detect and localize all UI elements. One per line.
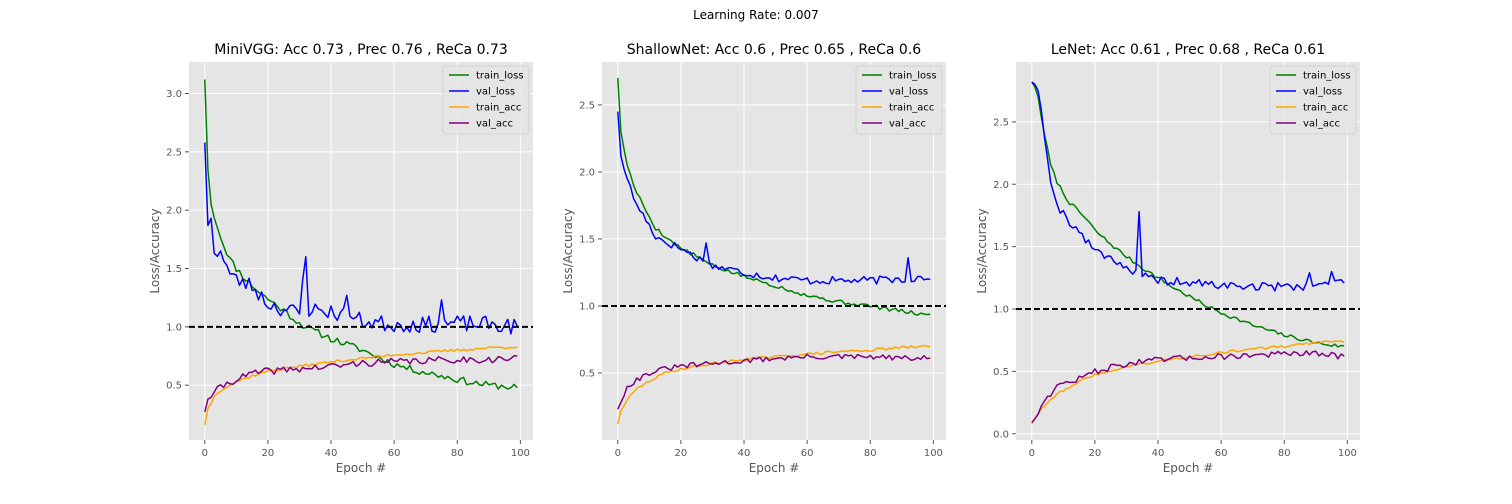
series-line-val-acc (204, 355, 518, 413)
y-tick-label: 2.0 (166, 206, 182, 217)
y-tick-label: 2.0 (993, 180, 1009, 191)
x-tick-label: 0 (1029, 448, 1035, 459)
legend-label-train-loss: train_loss (889, 71, 937, 82)
chart-panel-1: 0 20 40 60 80 100 0.5 1.0 1.5 2.0 2.5 3.0 MiniVGG: A… (148, 42, 533, 475)
y-tick-label: 2.5 (166, 147, 182, 158)
series-line-train-loss (617, 78, 931, 316)
y-axis-label: Loss/Accuracy (148, 208, 162, 293)
x-tick-label: 80 (1278, 448, 1291, 459)
legend-box (1269, 65, 1357, 135)
y-tick-label: 1.0 (166, 322, 182, 333)
y-tick-label: 1.0 (993, 305, 1009, 316)
y-axis-label: Loss/Accuracy (975, 208, 989, 293)
y-axis-label: Loss/Accuracy (561, 208, 575, 293)
x-tick-label: 60 (801, 448, 814, 459)
chart-panel-3: 0 20 40 60 80 100 0.0 0.5 1.0 1.5 2.0 2.5 LeNet: Acc… (975, 42, 1360, 475)
legend-label-val-acc: val_acc (1303, 119, 1340, 130)
x-tick-label: 40 (1152, 448, 1165, 459)
legend: train_loss val_loss train_acc val_acc (1269, 65, 1357, 135)
x-tick-label: 100 (511, 448, 530, 459)
x-tick-label: 20 (675, 448, 688, 459)
series-line-train-loss (204, 79, 518, 390)
y-tick-label: 1.5 (579, 234, 595, 245)
x-tick-label: 80 (451, 448, 464, 459)
series-line-val-loss (617, 111, 931, 285)
legend-label-val-acc: val_acc (476, 119, 513, 130)
y-tick-label: 0.0 (993, 429, 1009, 440)
legend-label-train-loss: train_loss (476, 71, 524, 82)
chart-title: LeNet: Acc 0.61 , Prec 0.68 , ReCa 0.61 (1051, 42, 1325, 58)
legend-box (442, 65, 530, 135)
series-line-train-acc (617, 344, 931, 425)
y-tick-label: 2.5 (579, 100, 595, 111)
x-tick-label: 0 (202, 448, 208, 459)
legend-label-val-loss: val_loss (1303, 87, 1342, 98)
x-tick-label: 60 (1215, 448, 1228, 459)
legend-label-train-acc: train_acc (476, 103, 521, 114)
y-tick-label: 2.0 (579, 167, 595, 178)
y-tick-label: 0.5 (166, 381, 182, 392)
y-tick-label: 1.5 (993, 242, 1009, 253)
legend-label-val-loss: val_loss (889, 87, 928, 98)
x-tick-label: 20 (262, 448, 275, 459)
chart-title: MiniVGG: Acc 0.73 , Prec 0.76 , ReCa 0.7… (214, 42, 508, 58)
x-axis-label: Epoch # (749, 461, 800, 475)
x-axis-label: Epoch # (336, 461, 387, 475)
y-tick-label: 0.5 (993, 367, 1009, 378)
series-group (204, 79, 518, 425)
legend-label-val-loss: val_loss (476, 87, 515, 98)
series-line-val-loss (1031, 81, 1345, 292)
series-line-val-acc (617, 353, 931, 410)
x-tick-label: 80 (864, 448, 877, 459)
y-tick-label: 1.0 (579, 301, 595, 312)
y-tick-label: 3.0 (166, 89, 182, 100)
series-line-val-acc (1031, 350, 1345, 423)
legend: train_loss val_loss train_acc val_acc (442, 65, 530, 135)
legend: train_loss val_loss train_acc val_acc (855, 65, 943, 135)
legend-label-val-acc: val_acc (889, 119, 926, 130)
figure-suptitle: Learning Rate: 0.007 (693, 8, 819, 22)
series-line-val-loss (204, 142, 518, 335)
legend-label-train-loss: train_loss (1303, 71, 1351, 82)
series-group (1031, 81, 1345, 425)
x-axis-label: Epoch # (1163, 461, 1214, 475)
x-tick-label: 100 (1338, 448, 1357, 459)
x-tick-label: 20 (1089, 448, 1102, 459)
x-tick-label: 40 (325, 448, 338, 459)
y-tick-label: 2.5 (993, 117, 1009, 128)
legend-label-train-acc: train_acc (889, 103, 934, 114)
y-tick-label: 0.5 (579, 368, 595, 379)
x-tick-label: 0 (615, 448, 621, 459)
series-group (617, 78, 931, 425)
legend-label-train-acc: train_acc (1303, 103, 1348, 114)
series-line-train-acc (204, 346, 518, 425)
x-tick-label: 40 (738, 448, 751, 459)
legend-box (855, 65, 943, 135)
x-tick-label: 100 (924, 448, 943, 459)
chart-title: ShallowNet: Acc 0.6 , Prec 0.65 , ReCa 0… (627, 42, 921, 58)
chart-panel-2: 0 20 40 60 80 100 0.5 1.0 1.5 2.0 2.5 ShallowNet: A… (561, 42, 946, 475)
x-tick-label: 60 (388, 448, 401, 459)
series-line-train-loss (1031, 81, 1345, 348)
y-tick-label: 1.5 (166, 264, 182, 275)
